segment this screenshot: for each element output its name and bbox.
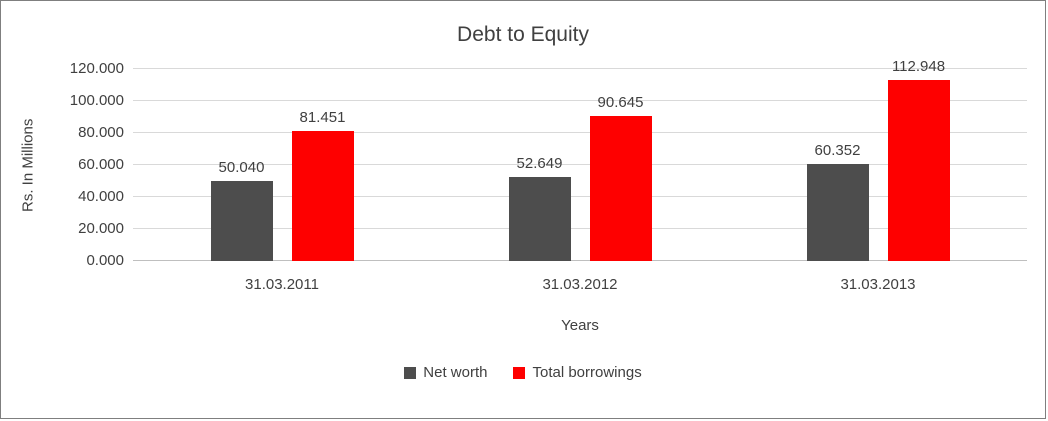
x-tick-label: 31.03.2013 bbox=[840, 276, 916, 293]
chart-body: Rs. In Millions 0.000 20.000 40.000 60.000 8… bbox=[15, 58, 1027, 334]
bar-group-31.03.2012: 52.649 90.645 bbox=[431, 69, 729, 261]
bar-value-label: 112.948 bbox=[891, 58, 946, 76]
gridline bbox=[133, 68, 1027, 69]
gridline bbox=[133, 228, 1027, 229]
bar-total-borrowings-31.03.2013: 112.948 bbox=[887, 58, 950, 261]
plot-area: 50.040 81.451 52.649 90.645 60.352 112.948 bbox=[133, 58, 1027, 261]
legend-item-net-worth: Net worth bbox=[404, 364, 487, 381]
legend-label: Net worth bbox=[423, 364, 488, 381]
legend-swatch-icon bbox=[513, 366, 526, 379]
legend-item-total-borrowings: Total borrowings bbox=[513, 364, 642, 381]
chart-title: Debt to Equity bbox=[457, 23, 589, 46]
gridline bbox=[133, 196, 1027, 197]
y-tick-label: 120.000 bbox=[69, 60, 124, 77]
bar-total-borrowings-31.03.2012: 90.645 bbox=[589, 94, 652, 261]
bar-group-31.03.2013: 60.352 112.948 bbox=[729, 58, 1027, 261]
x-tick-label: 31.03.2011 bbox=[245, 276, 319, 293]
bar-value-label: 81.451 bbox=[299, 108, 346, 126]
x-axis-line bbox=[133, 260, 1027, 261]
y-tick-label: 100.000 bbox=[69, 92, 124, 109]
y-axis-tick-labels: 0.000 20.000 40.000 60.000 80.000 100.000 120.… bbox=[41, 60, 133, 269]
bar-value-label: 50.040 bbox=[218, 158, 265, 176]
y-tick-label: 40.000 bbox=[78, 188, 124, 205]
legend: Net worth Total borrowings bbox=[1, 364, 1045, 381]
y-tick-label: 80.000 bbox=[78, 124, 124, 141]
bar-value-label: 90.645 bbox=[597, 93, 644, 111]
y-tick-label: 0.000 bbox=[86, 252, 124, 269]
plot-wrap: 50.040 81.451 52.649 90.645 60.352 112.948 31… bbox=[133, 58, 1027, 334]
y-tick-label: 60.000 bbox=[78, 156, 124, 173]
bar-total-borrowings-31.03.2011: 81.451 bbox=[291, 109, 354, 261]
bar-net-worth-31.03.2013: 60.352 bbox=[806, 142, 869, 261]
bar-net-worth-31.03.2011: 50.040 bbox=[210, 159, 273, 261]
bar-net-worth-31.03.2012: 52.649 bbox=[508, 155, 571, 261]
gridline bbox=[133, 164, 1027, 165]
x-axis-title: Years bbox=[561, 317, 599, 334]
x-axis-tick-labels: 31.03.2011 31.03.2012 31.03.2013 bbox=[133, 276, 1027, 293]
gridline bbox=[133, 100, 1027, 101]
bar-groups: 50.040 81.451 52.649 90.645 60.352 112.948 bbox=[133, 58, 1027, 261]
legend-swatch-icon bbox=[404, 366, 417, 379]
bar-value-label: 60.352 bbox=[814, 142, 861, 160]
gridline bbox=[133, 132, 1027, 133]
y-axis-title: Rs. In Millions bbox=[19, 118, 37, 212]
bar-group-31.03.2011: 50.040 81.451 bbox=[133, 69, 431, 261]
y-tick-label: 20.000 bbox=[78, 220, 124, 237]
legend-label: Total borrowings bbox=[532, 364, 642, 381]
x-tick-label: 31.03.2012 bbox=[542, 276, 618, 293]
bar-value-label: 52.649 bbox=[516, 154, 563, 172]
